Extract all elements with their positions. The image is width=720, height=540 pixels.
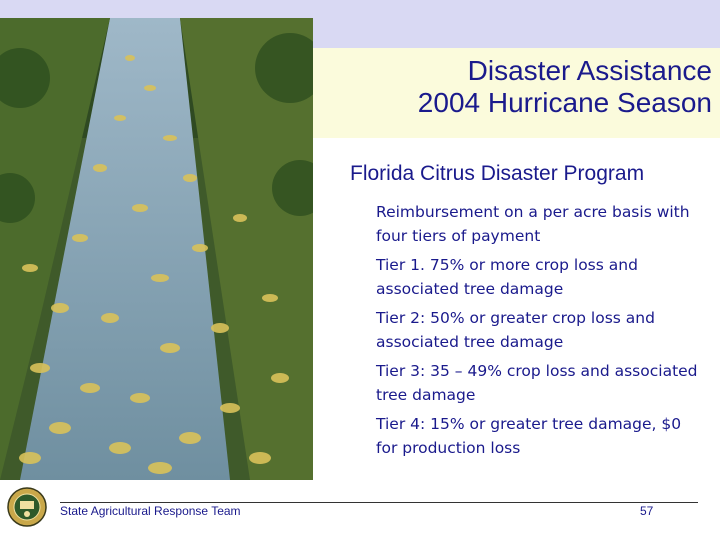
bullet-item: Tier 4: 15% or greater tree damage, $0 f… bbox=[376, 415, 682, 457]
footer-divider bbox=[60, 502, 698, 503]
title-line-1: Disaster Assistance bbox=[467, 55, 712, 86]
title-band bbox=[312, 48, 720, 138]
slide-subtitle: Florida Citrus Disaster Program bbox=[350, 162, 645, 185]
bullet-item: Tier 1. 75% or more crop loss and associ… bbox=[376, 256, 638, 298]
slide-title: Disaster Assistance 2004 Hurricane Seaso… bbox=[312, 55, 712, 119]
footer-organization: State Agricultural Response Team bbox=[60, 504, 241, 518]
title-line-2: 2004 Hurricane Season bbox=[417, 87, 712, 118]
bullet-item: Tier 3: 35 – 49% crop loss and associate… bbox=[376, 362, 698, 404]
flooded-citrus-grove-photo bbox=[0, 18, 313, 480]
sart-seal-logo bbox=[7, 487, 47, 527]
bullet-item: Reimbursement on a per acre basis with f… bbox=[376, 203, 690, 245]
bullet-item: Tier 2: 50% or greater crop loss and ass… bbox=[376, 309, 655, 351]
bullet-list: Reimbursement on a per acre basis with f… bbox=[376, 201, 706, 466]
page-number: 57 bbox=[640, 504, 654, 518]
